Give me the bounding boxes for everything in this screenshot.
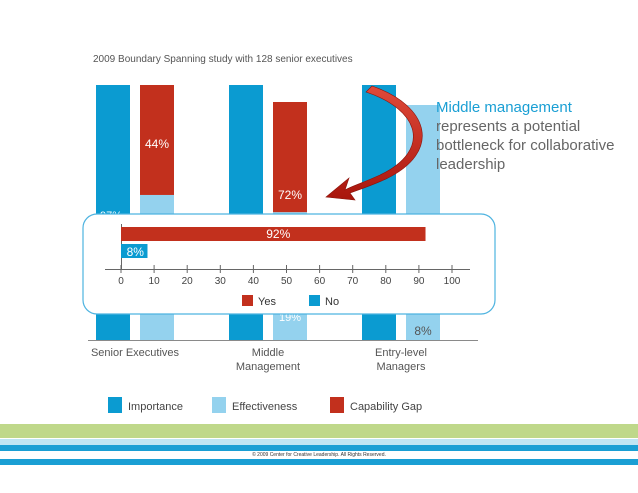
- legend-swatch-0: [108, 397, 122, 413]
- inset-tick-label-9: 90: [413, 276, 425, 287]
- inset-tick-label-10: 100: [444, 276, 461, 287]
- inset-data-label-yes: 92%: [266, 227, 290, 241]
- inset-legend-swatch-yes: [242, 295, 253, 306]
- footer-band-blue-bottom: [0, 459, 638, 465]
- inset-bar-yes: [121, 227, 426, 241]
- data-label-72: 72%: [278, 188, 302, 202]
- callout-rest: represents a potential bottleneck for co…: [436, 118, 615, 173]
- bar-capability-gap-1: [273, 102, 307, 213]
- data-label-44: 44%: [145, 137, 169, 151]
- inset-data-label-no: 8%: [127, 245, 145, 259]
- inset-tick-label-3: 30: [215, 276, 227, 287]
- inset-tick-label-4: 40: [248, 276, 260, 287]
- inset-legend-label-yes: Yes: [258, 296, 276, 308]
- callout-text: Middle management represents a potential…: [436, 98, 636, 174]
- category-label-0-0: Senior Executives: [91, 347, 180, 359]
- footer-band-green: [0, 424, 638, 438]
- inset-tick-label-8: 80: [380, 276, 392, 287]
- legend-label-2: Capability Gap: [350, 401, 422, 413]
- data-label-19-partial: 19%: [279, 312, 301, 324]
- footer-band-blue: [0, 445, 638, 451]
- inset-legend-swatch-no: [309, 295, 320, 306]
- inset-tick-label-7: 70: [347, 276, 359, 287]
- legend-swatch-2: [330, 397, 344, 413]
- inset-tick-label-5: 50: [281, 276, 293, 287]
- copyright-notice: © 2009 Center for Creative Leadership. A…: [252, 452, 386, 458]
- category-label-2-1: Managers: [377, 361, 426, 373]
- legend-label-0: Importance: [128, 401, 183, 413]
- chart-subtitle: 2009 Boundary Spanning study with 128 se…: [93, 54, 353, 65]
- inset-bar-no: [121, 244, 148, 258]
- category-label-1-0: Middle: [252, 347, 284, 359]
- callout-arrow-icon: [325, 85, 423, 201]
- data-label-8: 8%: [414, 324, 432, 338]
- legend-label-1: Effectiveness: [232, 401, 298, 413]
- legend-swatch-1: [212, 397, 226, 413]
- inset-legend-label-no: No: [325, 296, 339, 308]
- inset-tick-label-1: 10: [149, 276, 161, 287]
- footer-band-cyan: [0, 439, 638, 445]
- inset-tick-label-6: 60: [314, 276, 326, 287]
- inset-tick-label-2: 20: [182, 276, 194, 287]
- category-label-1-1: Management: [236, 361, 300, 373]
- category-label-2-0: Entry-level: [375, 347, 427, 359]
- bar-capability-gap-0: [140, 85, 174, 195]
- callout-highlight: Middle management: [436, 99, 572, 116]
- inset-tick-label-0: 0: [118, 276, 124, 287]
